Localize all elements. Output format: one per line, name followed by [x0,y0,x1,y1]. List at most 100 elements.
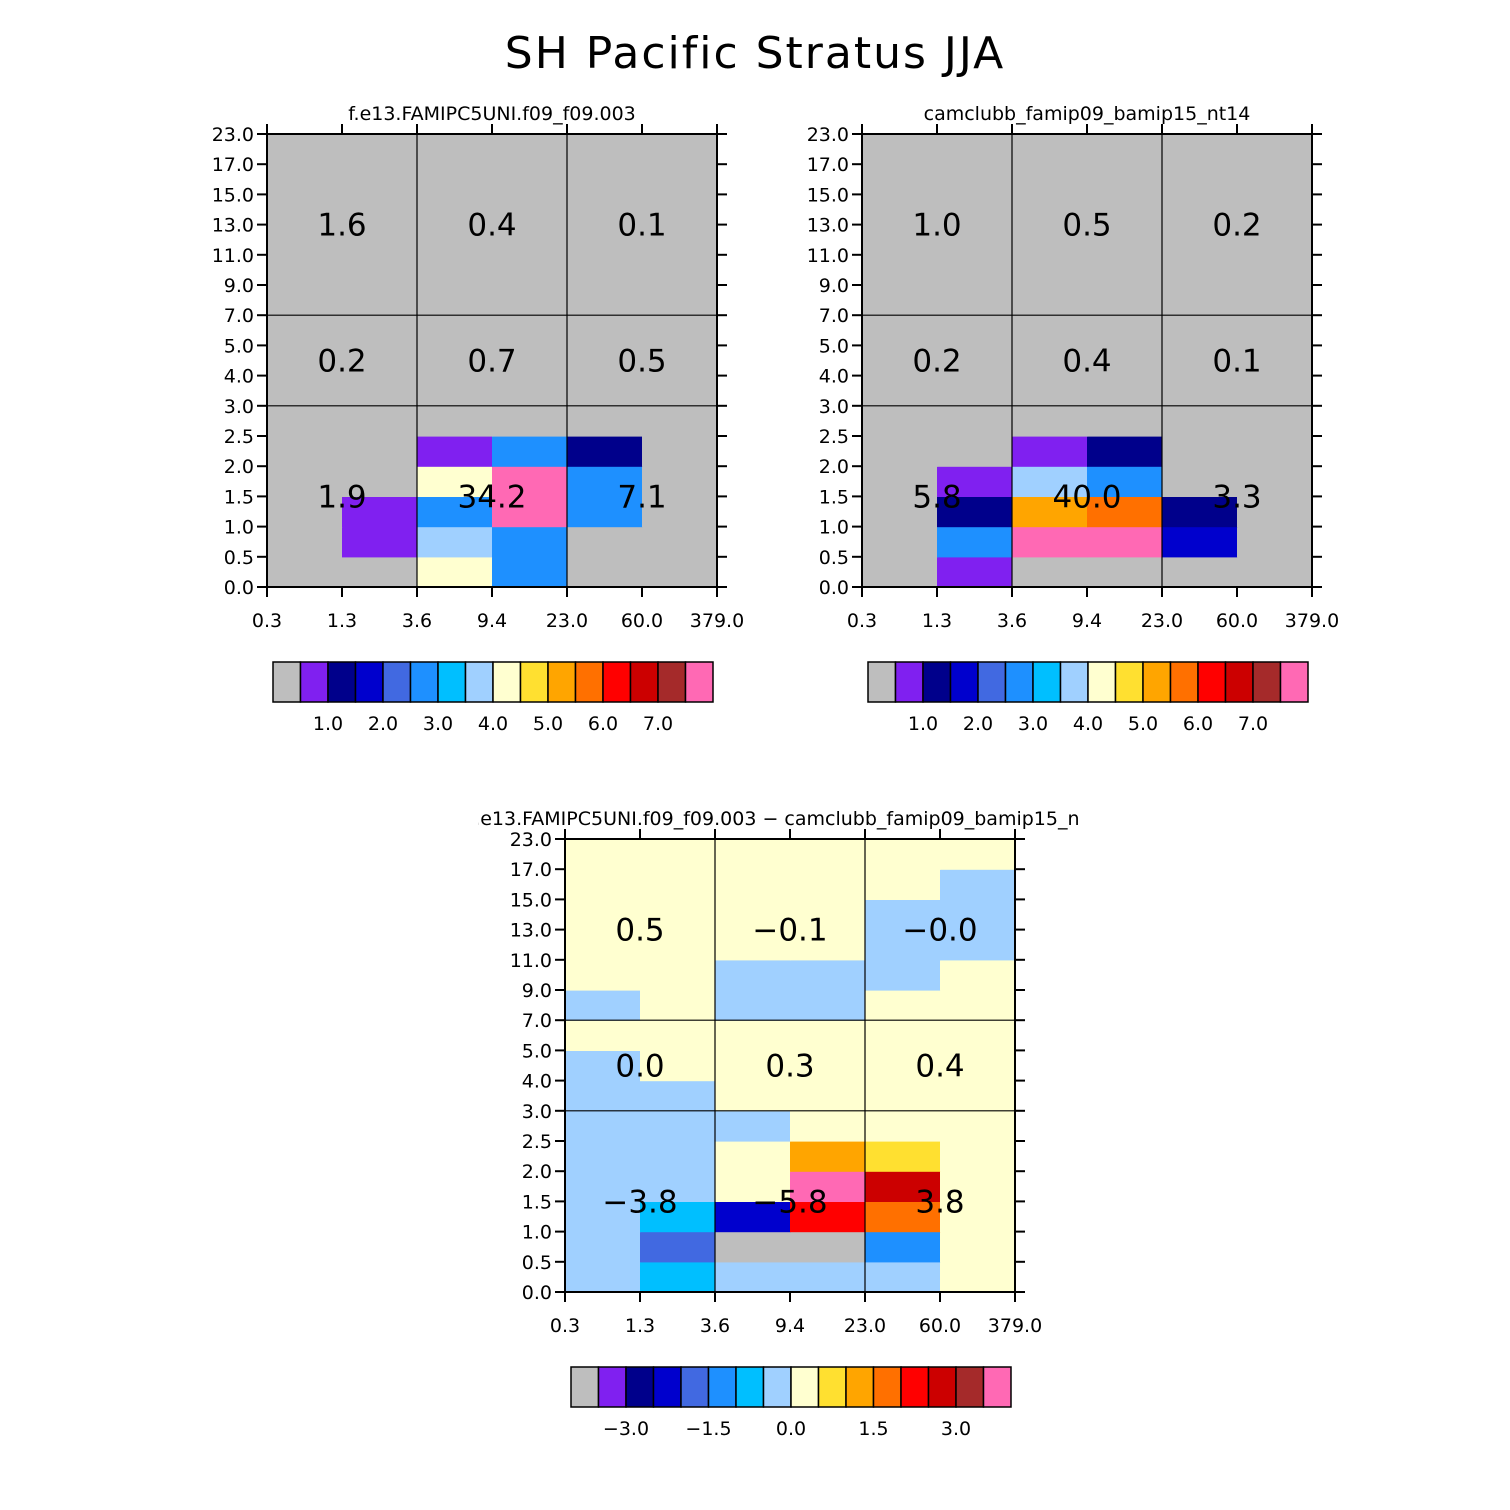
y-tick-label: 7.0 [522,1010,552,1032]
y-tick-label: 4.0 [522,1071,552,1093]
y-tick-label: 9.0 [819,275,849,297]
colorbar-swatch [900,1366,930,1408]
colorbar-swatch [1087,661,1117,703]
y-tick-label: 9.0 [522,980,552,1002]
colorbar-label: −3.0 [603,1418,649,1440]
heatmap-cell [1012,526,1088,558]
x-tick-label: 23.0 [546,610,588,632]
heatmap-cell [267,556,343,588]
heatmap-cell [640,990,716,1021]
heatmap-cell [342,556,418,588]
heatmap-cell [790,1141,866,1172]
x-tick-label: 0.3 [252,610,282,632]
heatmap-cell [417,164,493,195]
colorbar-label: 1.5 [858,1418,888,1440]
y-tick-label: 2.0 [522,1161,552,1183]
colorbar-swatch [574,661,604,703]
heatmap-cell [1237,224,1313,256]
heatmap-cell [1087,224,1163,256]
heatmap-cell [862,526,938,558]
heatmap-cell [790,1080,866,1112]
heatmap-cell [937,164,1013,195]
group-sum-label: 3.8 [915,1184,964,1220]
heatmap-cell [865,1171,941,1202]
heatmap-cell [715,990,791,1021]
heatmap-cell [790,990,866,1021]
heatmap-cell [1012,496,1088,528]
colorbar-label: 7.0 [643,713,673,735]
heatmap-cell [1237,405,1313,437]
heatmap-cell [865,1050,941,1082]
group-sum-label: 0.0 [615,1049,664,1085]
colorbar-swatch [1169,661,1199,703]
group-sum-label: 1.6 [317,208,366,244]
heatmap-cell [1087,436,1163,467]
heatmap-cell [567,405,643,437]
heatmap-cell [640,1080,716,1112]
heatmap-cell [1237,436,1313,467]
heatmap-cell [640,899,716,931]
heatmap-cell [940,1261,1016,1293]
y-tick-label: 15.0 [807,184,849,206]
heatmap-cell [640,1201,716,1233]
heatmap-cell [642,134,718,165]
y-tick-label: 1.5 [224,486,254,508]
heatmap-cell [790,899,866,931]
colorbar-swatch [922,661,952,703]
heatmap-cell [640,929,716,961]
heatmap-cell [417,375,493,407]
heatmap-cell [865,869,941,900]
heatmap-cell [1237,496,1313,528]
heatmap-cell [790,959,866,991]
heatmap-cell [267,134,343,165]
heatmap-cell [937,285,1013,316]
y-tick-label: 5.0 [819,335,849,357]
heatmap-cell [940,839,1016,870]
heatmap-cell [492,466,568,497]
x-tick-label: 379.0 [1285,610,1339,632]
heatmap-cell [1087,466,1163,497]
y-tick-label: 2.5 [224,426,254,448]
heatmap-cell [865,1110,941,1142]
colorbar-swatch [680,1366,710,1408]
heatmap-cell [267,224,343,256]
x-tick-label: 23.0 [1141,610,1183,632]
heatmap-cell [567,315,643,346]
y-tick-label: 2.0 [224,456,254,478]
heatmap-cell [940,1110,1016,1142]
x-tick-label: 1.3 [625,1315,655,1337]
y-tick-label: 7.0 [224,305,254,327]
y-tick-label: 2.0 [819,456,849,478]
heatmap-cell [862,556,938,588]
heatmap-cell [342,315,418,346]
heatmap-cell [642,496,718,528]
heatmap-cell [940,1020,1016,1051]
heatmap-cell [492,285,568,316]
group-sum-label: 0.1 [617,208,666,244]
colorbar-swatch [977,661,1007,703]
colorbar-swatch [409,661,439,703]
heatmap-cell [642,224,718,256]
heatmap-cell [567,164,643,195]
heatmap-cell [567,194,643,226]
colorbar-swatch [707,1366,737,1408]
colorbar-label: 4.0 [478,713,508,735]
colorbar-swatch [299,661,329,703]
heatmap-cell [1087,315,1163,346]
heatmap-cell [1087,254,1163,286]
group-sum-label: 0.3 [765,1049,814,1085]
x-tick-label: 60.0 [621,610,663,632]
heatmap-cell [267,194,343,226]
heatmap-cell [1012,315,1088,346]
colorbar-swatch [684,661,714,703]
y-tick-label: 1.0 [224,517,254,539]
group-sum-label: 0.5 [1062,208,1111,244]
heatmap-cell [640,1141,716,1172]
heatmap-cell [417,224,493,256]
heatmap-cell [565,1171,641,1202]
colorbar-swatch [652,1366,682,1408]
x-tick-label: 3.6 [997,610,1027,632]
heatmap-cell [715,1020,791,1051]
heatmap-cell [567,345,643,377]
heatmap-cell [642,466,718,497]
